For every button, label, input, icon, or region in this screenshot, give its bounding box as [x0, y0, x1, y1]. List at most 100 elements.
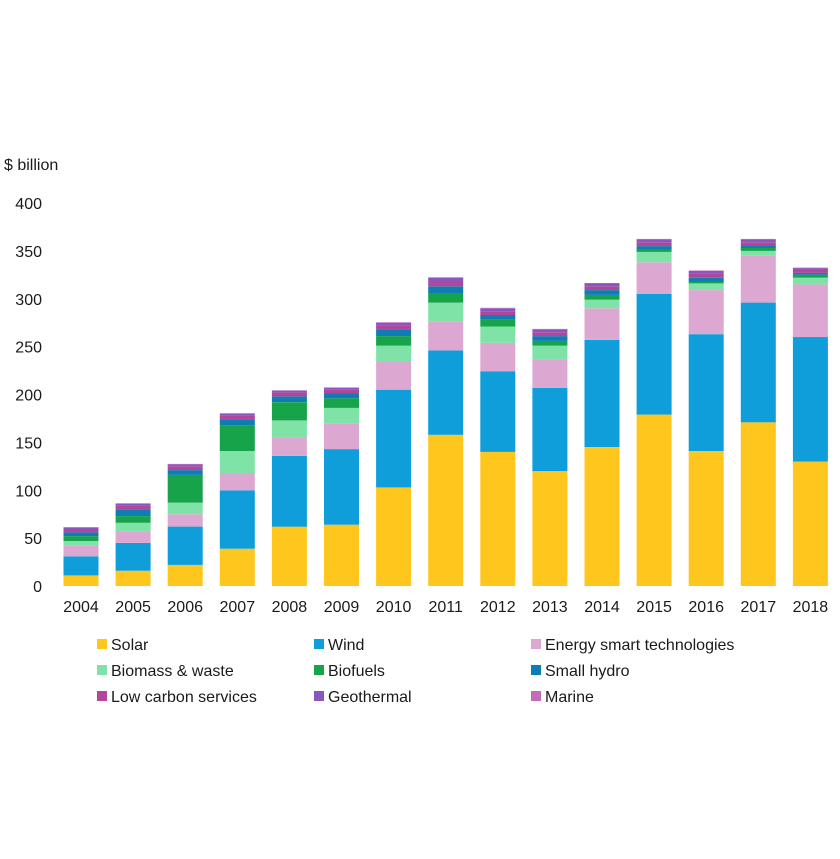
bar-segment [324, 407, 359, 424]
bar-segment [324, 449, 359, 525]
bar-segment [167, 502, 203, 515]
legend-item: Biomass & waste [97, 663, 234, 680]
bar-segment [688, 270, 724, 271]
x-axis-ticks: 2004 2005 2006 2007 2008 2009 2010 2011 2012 2013… [63, 599, 828, 616]
bar-segment [376, 487, 412, 586]
bar-segment [167, 474, 203, 503]
bar-segment [115, 542, 151, 571]
bar-segment [636, 249, 672, 252]
bar-segment [167, 564, 203, 586]
bar-segment [792, 268, 828, 270]
bar-segment [271, 390, 307, 391]
bar-segment [740, 255, 776, 303]
bar-segment [63, 527, 99, 530]
bar-segment [271, 437, 307, 456]
bar-segment [480, 326, 516, 343]
bar-segment [376, 389, 412, 488]
x-tick-label: 2010 [376, 599, 412, 616]
bar-segment [271, 396, 307, 403]
bar-segment [792, 461, 828, 586]
bar-segment [376, 325, 412, 330]
bar-segment [219, 415, 255, 420]
x-tick-label: 2017 [741, 599, 777, 616]
bar-segment [636, 238, 672, 240]
x-tick-label: 2013 [532, 599, 568, 616]
bar-segment [740, 242, 776, 246]
bar-segment [63, 575, 99, 586]
bar-segment [167, 470, 203, 475]
bar-stack-2017 [740, 238, 776, 586]
bar-segment [63, 536, 99, 541]
legend-label: Wind [328, 637, 364, 654]
bar-segment [167, 514, 203, 527]
bar-segment [219, 419, 255, 426]
bar-segment [532, 329, 568, 333]
bar-segment [688, 283, 724, 291]
bar-segment [584, 308, 620, 340]
bar-segment [219, 413, 255, 414]
bar-segment [271, 402, 307, 421]
legend-item: Marine [531, 689, 594, 706]
y-axis-label: $ billion [4, 157, 58, 174]
bar-segment [740, 422, 776, 586]
bar-segment [584, 290, 620, 295]
bar-segment [532, 471, 568, 586]
y-tick-label: 50 [24, 531, 42, 548]
legend-label: Low carbon services [111, 689, 257, 706]
bar-segment [740, 245, 776, 248]
bar-segment [740, 248, 776, 251]
legend: Solar Wind Energy smart technologies Biomas… [97, 637, 734, 706]
bar-segment [219, 425, 255, 451]
bar-segment [792, 277, 828, 285]
bar-stack-2010 [376, 322, 412, 586]
bar-stack-2005 [115, 503, 151, 586]
bar-segment [480, 371, 516, 452]
bar-segment [792, 337, 828, 462]
bar-segment [219, 474, 255, 491]
bar-segment [740, 239, 776, 243]
bar-segment [688, 451, 724, 586]
bar-segment [636, 239, 672, 243]
bar-stack-2007 [219, 413, 255, 586]
bar-segment [532, 345, 568, 360]
bar-segment [324, 389, 359, 394]
bar-segment [532, 336, 568, 341]
bar-segment [219, 490, 255, 549]
x-tick-label: 2006 [167, 599, 203, 616]
bar-segment [324, 423, 359, 450]
bar-segment [428, 277, 464, 278]
legend-swatch [531, 691, 541, 701]
bar-segment [636, 262, 672, 294]
bar-segment [324, 393, 359, 399]
bar-segment [584, 339, 620, 448]
bar-stack-2009 [324, 387, 359, 586]
bar-segment [740, 250, 776, 256]
bar-segment [688, 271, 724, 274]
y-tick-label: 350 [15, 244, 42, 261]
bar-segment [115, 503, 151, 506]
x-tick-label: 2014 [584, 599, 620, 616]
legend-label: Small hydro [545, 663, 630, 680]
bar-segment [376, 361, 412, 390]
bar-segment [115, 522, 151, 532]
bar-segment [115, 531, 151, 543]
bar-segment [167, 526, 203, 565]
bar-segment [167, 466, 203, 471]
bar-segment [271, 420, 307, 438]
x-tick-label: 2015 [636, 599, 672, 616]
legend-swatch [314, 639, 324, 649]
bar-segment [792, 274, 828, 278]
bar-segment [688, 290, 724, 335]
y-axis-ticks: 0 50 100 150 200 250 300 350 400 [15, 196, 42, 596]
legend-swatch [97, 639, 107, 649]
bar-segment [167, 464, 203, 467]
y-tick-label: 250 [15, 340, 42, 357]
bar-segment [532, 328, 568, 330]
legend-item: Geothermal [314, 689, 412, 706]
bar-segment [63, 532, 99, 537]
bar-segment [376, 345, 412, 362]
bar-segment [428, 281, 464, 287]
bars [63, 238, 828, 586]
bar-stack-2013 [532, 328, 568, 586]
bar-segment [271, 390, 307, 393]
